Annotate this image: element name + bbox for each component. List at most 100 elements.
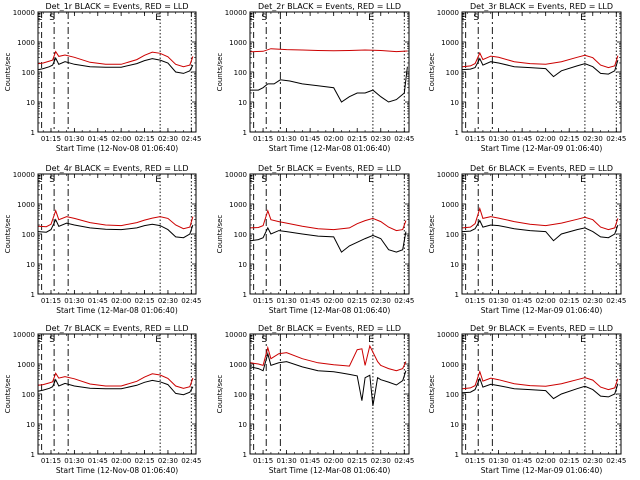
x-tick-label: 02:45 (394, 457, 414, 465)
y-axis-label: Counts/sec (4, 375, 12, 414)
y-axis-label: Counts/sec (4, 215, 12, 254)
x-tick-label: 01:45 (88, 457, 108, 465)
y-tick-label: 100 (234, 69, 247, 77)
y-tick-label: 10000 (13, 331, 35, 339)
series-line-black (38, 56, 194, 74)
y-axis-label: Counts/sec (428, 375, 436, 414)
panel-title: Det_3r BLACK = Events, RED = LLD (470, 2, 613, 11)
y-tick-label: 1 (243, 291, 247, 299)
event-marker-label: S (261, 13, 267, 23)
event-marker-label: S (49, 175, 55, 185)
x-tick-label: 01:15 (253, 457, 273, 465)
detector-panel-2: Det_2r BLACK = Events, RED = LLD 1 10 100 10… (216, 2, 414, 153)
y-tick-label: 1000 (441, 361, 459, 369)
x-tick-label: 02:30 (583, 297, 603, 305)
y-tick-label: 1000 (229, 201, 247, 209)
panel-title: Det_9r BLACK = Events, RED = LLD (470, 324, 613, 333)
x-tick-label: 02:30 (158, 297, 178, 305)
y-tick-label: 1 (31, 451, 35, 459)
series-line-black (250, 226, 407, 253)
x-tick-label: 02:45 (606, 297, 626, 305)
x-tick-label: 01:30 (277, 135, 297, 143)
x-axis-label: Start Time (12-Nov-08 01:06:40) (56, 144, 178, 153)
x-tick-label: 02:30 (158, 135, 178, 143)
y-tick-label: 100 (22, 69, 35, 77)
series-line-black (250, 351, 407, 406)
series-line-black (38, 378, 194, 396)
x-tick-label: 02:15 (347, 135, 367, 143)
x-tick-label: 01:15 (253, 135, 273, 143)
series-line-black (462, 219, 619, 242)
y-axis-label: Counts/sec (216, 375, 224, 414)
series-line-red (38, 50, 194, 68)
x-tick-label: 02:45 (394, 297, 414, 305)
y-tick-label: 1000 (17, 39, 35, 47)
x-tick-label: 02:15 (134, 135, 154, 143)
series-line-red (250, 209, 407, 232)
series-line-black (462, 377, 619, 400)
y-tick-label: 1000 (229, 361, 247, 369)
x-tick-label: 02:00 (324, 297, 344, 305)
event-marker-label: E (461, 13, 467, 23)
event-marker-label: E (37, 175, 43, 185)
x-tick-label: 02:00 (111, 135, 131, 143)
x-tick-label: 02:30 (583, 135, 603, 143)
x-tick-label: 01:15 (41, 297, 61, 305)
event-marker-label: S (261, 175, 267, 185)
series-line-black (462, 57, 619, 78)
event-marker-label: E (249, 175, 255, 185)
x-tick-label: 01:15 (465, 457, 485, 465)
x-tick-label: 01:30 (489, 457, 509, 465)
event-marker-label: S (49, 335, 55, 345)
x-tick-label: 02:15 (559, 297, 579, 305)
plot-frame (249, 333, 410, 455)
event-marker-label: E (461, 175, 467, 185)
x-tick-label: 01:15 (465, 135, 485, 143)
x-tick-label: 02:00 (111, 297, 131, 305)
x-tick-label: 02:45 (181, 135, 201, 143)
y-tick-label: 10 (26, 261, 35, 269)
x-axis-label: Start Time (12-Nov-08 01:06:40) (56, 466, 178, 475)
plot-frame (249, 173, 410, 295)
event-marker-label: E (37, 335, 43, 345)
y-tick-label: 1 (455, 291, 459, 299)
y-tick-label: 100 (446, 231, 459, 239)
series-line-red (250, 48, 408, 53)
x-tick-label: 02:00 (536, 457, 556, 465)
series-line-red (38, 372, 194, 389)
x-tick-label: 02:15 (347, 457, 367, 465)
plot-frame (249, 11, 410, 133)
y-tick-label: 10 (238, 421, 247, 429)
panel-title: Det_8r BLACK = Events, RED = LLD (258, 324, 401, 333)
y-tick-label: 10 (450, 421, 459, 429)
event-marker-label: S (473, 175, 479, 185)
x-tick-label: 01:30 (64, 457, 84, 465)
detector-panel-8: Det_8r BLACK = Events, RED = LLD 1 10 100 10… (216, 324, 414, 475)
x-tick-label: 01:45 (300, 457, 320, 465)
x-axis-label: Start Time (12-Mar-08 01:06:40) (269, 306, 391, 315)
event-marker-label: E (368, 335, 374, 345)
x-tick-label: 02:15 (134, 297, 154, 305)
x-tick-label: 01:15 (253, 297, 273, 305)
y-tick-label: 1 (31, 129, 35, 137)
panel-title: Det_1r BLACK = Events, RED = LLD (45, 2, 188, 11)
x-tick-label: 02:30 (371, 297, 391, 305)
y-tick-label: 10000 (437, 331, 459, 339)
x-tick-label: 01:15 (41, 135, 61, 143)
y-tick-label: 10 (450, 99, 459, 107)
y-tick-label: 10000 (225, 9, 247, 17)
event-marker-label: E (155, 13, 161, 23)
y-tick-label: 1000 (17, 361, 35, 369)
x-tick-label: 01:30 (64, 297, 84, 305)
x-tick-label: 02:00 (536, 135, 556, 143)
panel-title: Det_4r BLACK = Events, RED = LLD (45, 164, 188, 173)
panel-title: Det_2r BLACK = Events, RED = LLD (258, 2, 401, 11)
series-line-black (38, 218, 194, 239)
y-tick-label: 100 (234, 231, 247, 239)
series-line-red (462, 206, 619, 231)
y-tick-label: 1 (455, 129, 459, 137)
y-tick-label: 10 (26, 99, 35, 107)
event-marker-label: E (155, 175, 161, 185)
y-tick-label: 10000 (13, 171, 35, 179)
x-axis-label: Start Time (12-Mar-09 01:06:40) (481, 306, 603, 315)
